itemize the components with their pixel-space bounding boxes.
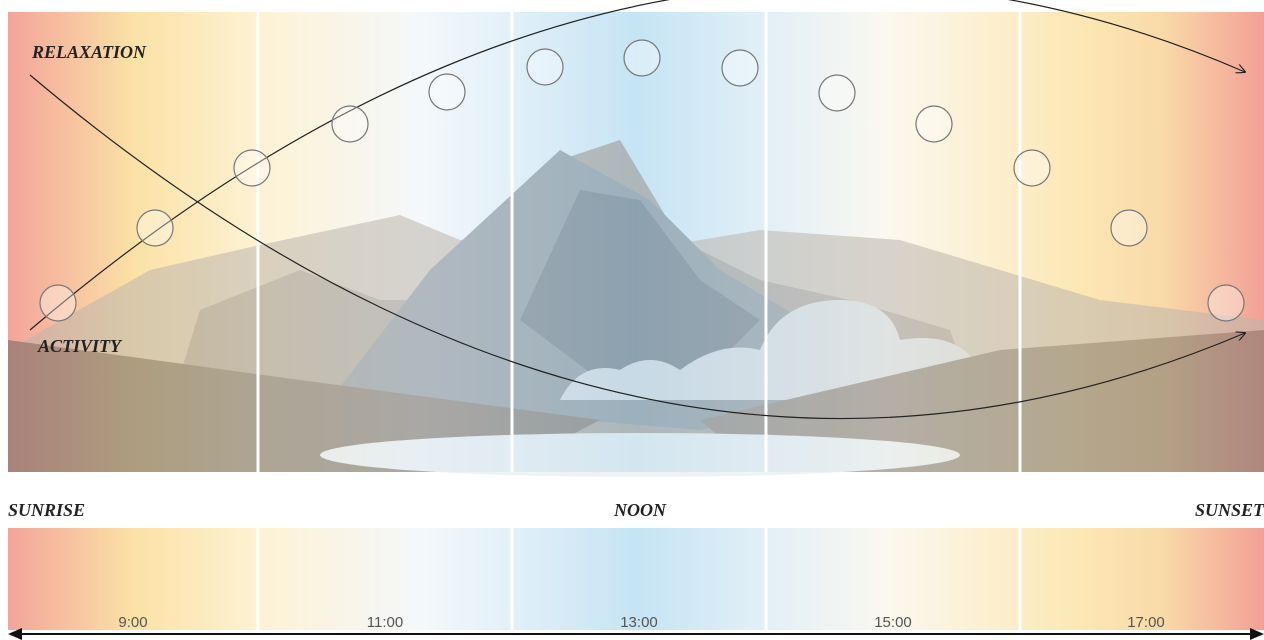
curve-markers xyxy=(39,39,1245,322)
sunrise-label: SUNRISE xyxy=(8,500,85,520)
time-label: 9:00 xyxy=(118,614,147,631)
time-labels: 9:00 11:00 13:00 15:00 17:00 xyxy=(118,614,1164,631)
timeline-band xyxy=(8,528,1264,630)
relaxation-curve xyxy=(29,74,1245,420)
activity-curve xyxy=(29,0,1245,331)
time-label: 17:00 xyxy=(1127,614,1165,631)
time-label: 11:00 xyxy=(367,614,403,631)
sunset-label: SUNSET xyxy=(1195,500,1264,520)
axis-arrow-right xyxy=(1250,628,1264,640)
axis-arrow-left xyxy=(8,628,22,640)
noon-label: NOON xyxy=(613,500,667,520)
landscape xyxy=(8,140,1264,477)
activity-label: ACTIVITY xyxy=(37,336,123,356)
time-label: 15:00 xyxy=(874,614,912,631)
column-dividers xyxy=(256,12,1022,472)
relaxation-label: RELAXATION xyxy=(31,42,147,62)
time-label: 13:00 xyxy=(620,614,658,631)
timeline-dividers xyxy=(256,528,1022,630)
